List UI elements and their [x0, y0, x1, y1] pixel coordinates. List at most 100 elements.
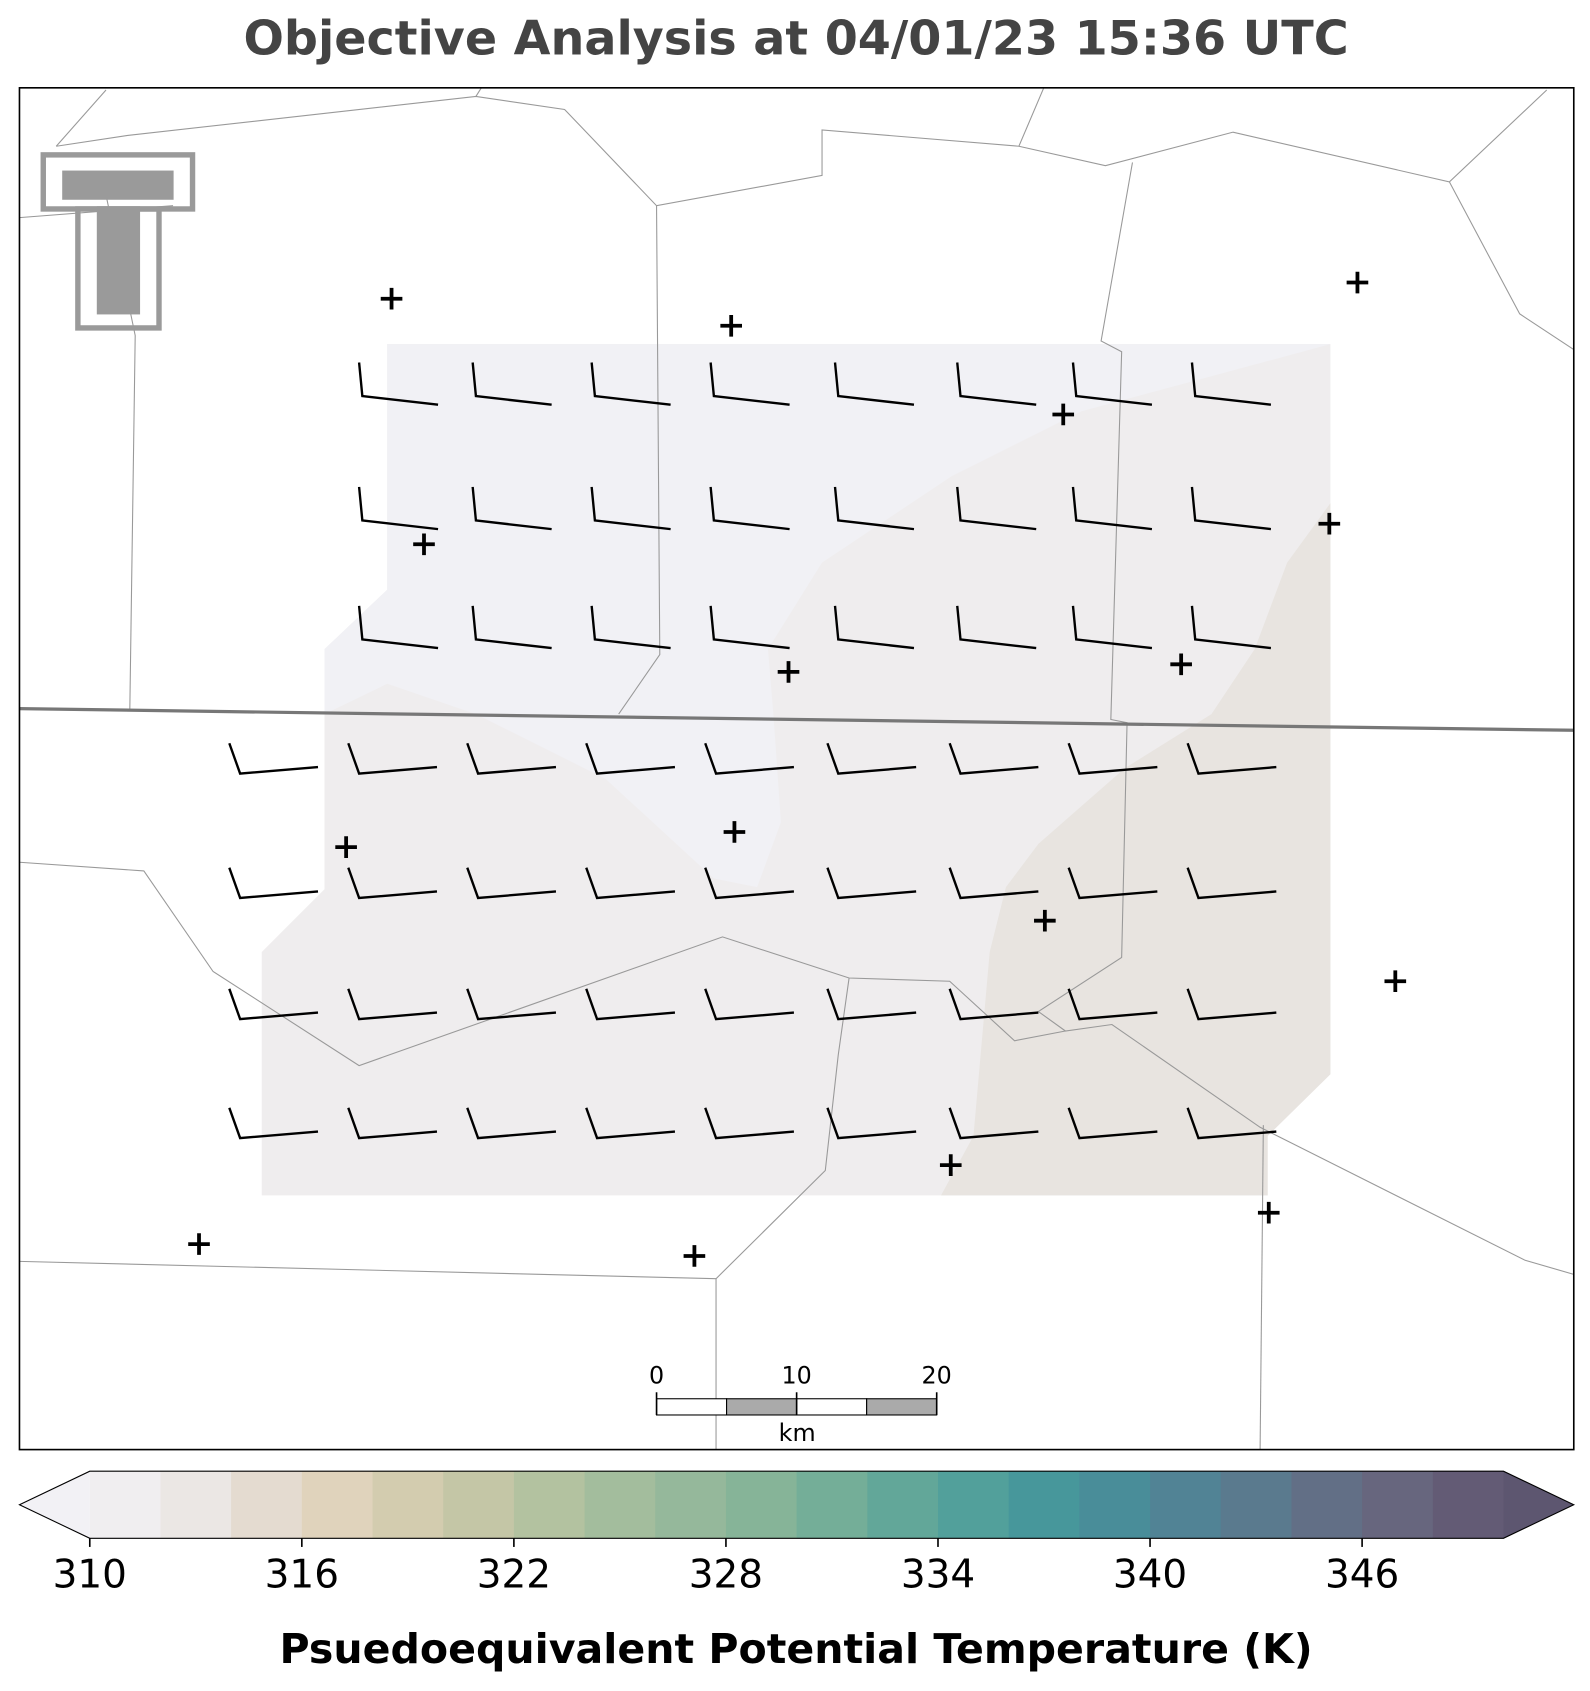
county-line [1037, 162, 1574, 1275]
wind-barb [228, 988, 319, 1021]
station-marker [1318, 512, 1341, 535]
scale-segment [726, 1398, 798, 1416]
wind-barb [466, 1107, 557, 1140]
wind-barb [347, 867, 438, 900]
wind-barb [585, 1107, 676, 1140]
wind-barb [833, 605, 915, 650]
wind-barb [956, 605, 1037, 650]
wind-barb [590, 605, 671, 650]
wind-barb [956, 362, 1037, 406]
wind-barb [826, 742, 917, 775]
stations [188, 271, 1407, 1267]
colorbar-bin [725, 1471, 798, 1539]
station-marker [939, 1154, 962, 1176]
county-line [1259, 1125, 1264, 1450]
scale-tick-label: 10 [781, 1362, 811, 1390]
station-marker [1170, 653, 1192, 676]
colorbar-bin [937, 1471, 1010, 1539]
wind-barb [585, 867, 676, 900]
wind-barb [948, 1107, 1039, 1140]
state-line [19, 707, 1574, 732]
colorbar-over [1503, 1471, 1574, 1539]
colorbar-label: Psuedoequivalent Potential Temperature (… [279, 1625, 1312, 1673]
station-marker [188, 1233, 210, 1255]
wind-barb [466, 988, 557, 1021]
scale-bar: km 0 10 20 [649, 1362, 952, 1447]
wind-barb [471, 486, 552, 531]
wind-barb [590, 362, 671, 406]
county-line [715, 977, 850, 1450]
county-line [19, 1260, 717, 1280]
logo-shape [62, 170, 174, 200]
scale-tick-label: 0 [649, 1362, 664, 1390]
wind-barb [357, 362, 439, 406]
station-marker [380, 287, 403, 310]
colorbar-bin [1362, 1471, 1434, 1539]
wind-barb [347, 742, 438, 775]
wind-barb [826, 867, 917, 900]
wind-barb [347, 1107, 438, 1140]
county-line [56, 89, 1548, 207]
wind-barb [704, 867, 795, 900]
colorbar-bin [796, 1471, 868, 1539]
wind-barb [357, 486, 439, 531]
station-marker [413, 533, 435, 556]
colorbar-bin [443, 1471, 515, 1539]
county-line [1018, 87, 1045, 147]
colorbar: Psuedoequivalent Potential Temperature (… [18, 1470, 1576, 1673]
station-marker [1052, 403, 1075, 426]
wind-barb [1067, 867, 1158, 900]
scale-segment [796, 1398, 868, 1416]
colorbar-under [19, 1471, 90, 1539]
wind-barb [466, 742, 557, 775]
colorbar-bin [1008, 1471, 1080, 1539]
title: Objective Analysis at 04/01/23 15:36 UTC [243, 11, 1348, 66]
colorbar-bin [89, 1471, 162, 1539]
wind-barb [347, 988, 438, 1021]
wind-barb [948, 742, 1039, 775]
colorbar-tick-label: 322 [477, 1553, 551, 1598]
wind-barb [357, 605, 439, 650]
logo-shape [96, 206, 141, 315]
county-line [475, 87, 482, 97]
station-marker [723, 821, 746, 843]
wind-barb [826, 1107, 917, 1140]
wind-barb [948, 988, 1039, 1021]
colorbar-bin [584, 1471, 656, 1539]
colorbar-tick-label: 334 [901, 1553, 975, 1598]
wind-barb [1067, 742, 1158, 775]
wind-barb [1071, 486, 1153, 531]
colorbar-tick-label: 340 [1113, 1553, 1187, 1598]
wind-barb [585, 742, 676, 775]
station-marker [335, 836, 357, 858]
wind-barb [228, 1107, 319, 1140]
wind-barb [704, 988, 795, 1021]
wind-barb [826, 988, 917, 1021]
wind-barb [1186, 1107, 1277, 1140]
wind-barbs [228, 362, 1277, 1140]
colorbar-bin [231, 1471, 303, 1539]
wind-barb [590, 486, 671, 531]
wind-barb [709, 362, 790, 406]
station-marker [777, 661, 800, 683]
scale-tick-label: 20 [922, 1362, 952, 1390]
wind-barb [466, 867, 557, 900]
colorbar-bin [1220, 1471, 1292, 1539]
county-line [1448, 181, 1575, 351]
wind-barb [948, 867, 1039, 900]
wind-barb [1186, 742, 1277, 775]
wind-barb [1190, 605, 1272, 650]
wind-barb [585, 988, 676, 1021]
colorbar-bin [867, 1471, 939, 1539]
field-low [324, 344, 1331, 888]
wind-barb [709, 605, 790, 650]
field-high [941, 503, 1331, 1196]
wind-barb [471, 605, 552, 650]
wind-barb [833, 486, 915, 531]
wind-barb [1067, 1107, 1158, 1140]
colorbar-bin [655, 1471, 727, 1539]
wind-barb [1071, 362, 1153, 406]
logo [40, 152, 196, 331]
